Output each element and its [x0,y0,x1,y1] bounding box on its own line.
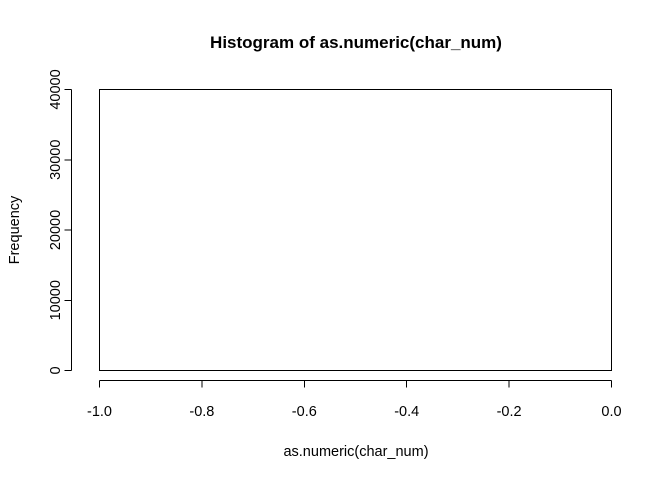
y-tick-label: 20000 [48,210,64,250]
y-tick-label: 10000 [48,280,64,320]
y-axis: 0 10000 20000 30000 40000 [48,69,72,375]
y-tick-label: 40000 [48,69,64,109]
x-axis: -1.0 -0.8 -0.6 -0.4 -0.2 0.0 [87,380,622,420]
y-tick-label: 30000 [48,140,64,180]
x-tick-label: -1.0 [87,404,112,420]
x-tick-label: -0.8 [189,404,214,420]
x-tick-label: -0.6 [292,404,317,420]
y-axis-label: Frequency [7,195,23,264]
chart-title: Histogram of as.numeric(char_num) [210,33,502,52]
y-tick-label: 0 [48,366,64,374]
x-tick-label: -0.4 [394,404,419,420]
plot-box [99,89,612,371]
x-tick-label: -0.2 [497,404,522,420]
x-tick-label: 0.0 [601,404,621,420]
x-axis-label: as.numeric(char_num) [283,444,428,460]
